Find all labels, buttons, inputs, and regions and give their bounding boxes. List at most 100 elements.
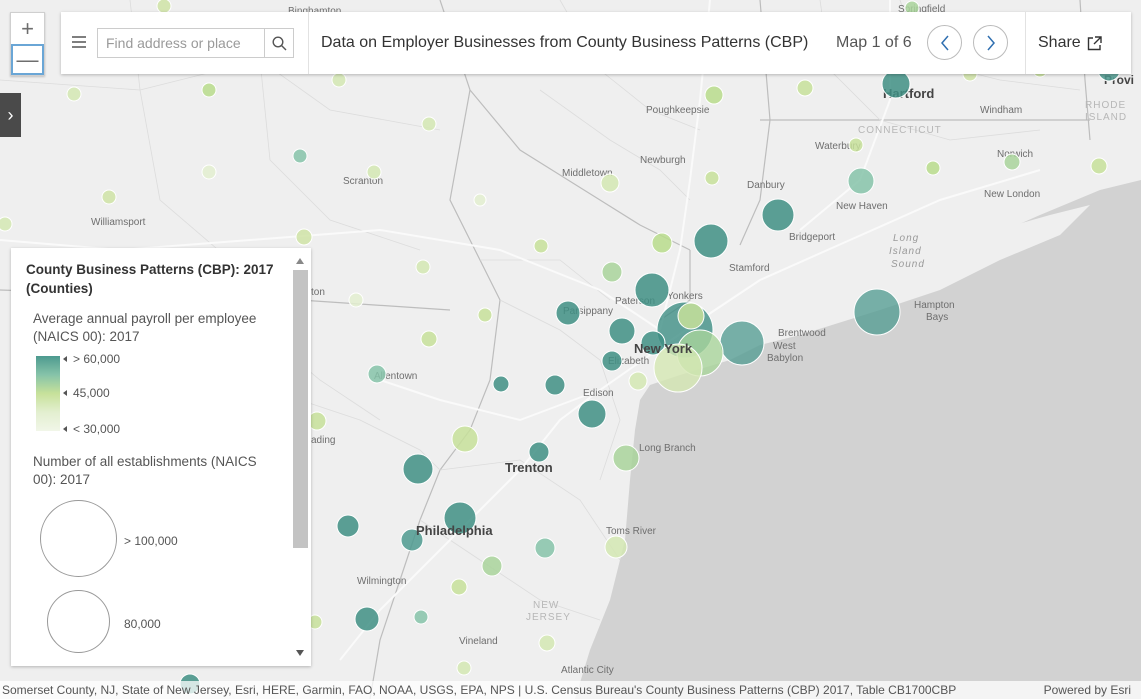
county-symbol bbox=[420, 330, 438, 348]
label-windham: Windham bbox=[980, 105, 1022, 116]
label-bridgeport: Bridgeport bbox=[789, 232, 835, 243]
label-paterson: Paterson bbox=[615, 296, 655, 307]
scroll-down-arrow-icon[interactable] bbox=[296, 650, 304, 656]
zoom-out-button[interactable]: — bbox=[11, 44, 44, 75]
county-symbol bbox=[443, 501, 477, 535]
legend-panel: County Business Patterns (CBP): 2017 (Co… bbox=[11, 248, 311, 666]
county-symbol bbox=[1090, 157, 1108, 175]
county-symbol bbox=[677, 302, 705, 330]
legend-color-field: Average annual payroll per employee (NAI… bbox=[33, 311, 257, 344]
ramp-label-low: < 30,000 bbox=[62, 422, 121, 436]
county-symbol bbox=[415, 259, 431, 275]
county-symbol bbox=[653, 343, 703, 393]
county-symbol bbox=[534, 537, 556, 559]
zoom-in-button[interactable]: + bbox=[21, 15, 34, 41]
label-allentown: Allentown bbox=[374, 371, 417, 382]
county-symbol bbox=[473, 193, 487, 207]
county-symbol bbox=[348, 292, 364, 308]
legend-toggle-button[interactable]: › bbox=[0, 93, 21, 137]
label-rhode: RHODE bbox=[1085, 100, 1126, 111]
ocean-area bbox=[575, 180, 1141, 699]
label-poughkeepsie: Poughkeepsie bbox=[646, 105, 710, 116]
hamburger-icon[interactable] bbox=[61, 33, 97, 53]
county-symbol bbox=[848, 137, 864, 153]
label-new-york: New York bbox=[634, 341, 693, 356]
label-trenton: Trenton bbox=[505, 460, 553, 475]
label-new: NEW bbox=[533, 600, 559, 611]
label-philadelphia: Philadelphia bbox=[416, 523, 493, 538]
label-newburgh: Newburgh bbox=[640, 155, 686, 166]
scroll-thumb[interactable] bbox=[293, 270, 308, 548]
search-button[interactable] bbox=[264, 29, 293, 57]
label-scranton: Scranton bbox=[343, 176, 383, 187]
next-map-button[interactable] bbox=[973, 25, 1008, 60]
county-symbol bbox=[421, 116, 437, 132]
county-symbol bbox=[651, 232, 673, 254]
scroll-up-arrow-icon[interactable] bbox=[296, 258, 304, 264]
label-new-haven: New Haven bbox=[836, 201, 888, 212]
county-symbol bbox=[66, 86, 82, 102]
county-symbol bbox=[601, 261, 623, 283]
county-symbol bbox=[847, 167, 875, 195]
attribution-bar: Somerset County, NJ, State of New Jersey… bbox=[0, 681, 1141, 699]
county-symbol bbox=[1003, 153, 1021, 171]
county-symbol bbox=[640, 330, 666, 356]
label-yonkers: Yonkers bbox=[667, 291, 703, 302]
legend-scrollbar[interactable] bbox=[293, 252, 308, 662]
county-symbol bbox=[331, 72, 347, 88]
label-stamford: Stamford bbox=[729, 263, 770, 274]
label-new-london: New London bbox=[984, 189, 1040, 200]
label-springfield: Springfield bbox=[898, 4, 945, 15]
size-circle-large bbox=[40, 500, 117, 577]
county-symbol bbox=[634, 272, 670, 308]
county-symbol bbox=[492, 375, 510, 393]
label-bays: Bays bbox=[926, 312, 948, 323]
county-symbol bbox=[450, 578, 468, 596]
map-count: Map 1 of 6 bbox=[836, 34, 912, 51]
color-ramp bbox=[36, 356, 60, 431]
county-symbol bbox=[402, 453, 434, 485]
county-symbol bbox=[761, 198, 795, 232]
label-brentwood: Brentwood bbox=[778, 328, 826, 339]
search-box bbox=[97, 28, 294, 58]
header-divider bbox=[308, 12, 309, 74]
size-label-large: > 100,000 bbox=[124, 534, 178, 548]
county-symbol bbox=[366, 164, 382, 180]
county-symbol bbox=[881, 69, 911, 99]
previous-map-button[interactable] bbox=[927, 25, 962, 60]
county-symbol bbox=[292, 148, 308, 164]
county-symbol bbox=[604, 535, 628, 559]
label-williamsport: Williamsport bbox=[91, 217, 146, 228]
label-sound: Sound bbox=[891, 259, 925, 270]
label-babylon: Babylon bbox=[767, 353, 803, 364]
label-elizabeth: Elizabeth bbox=[608, 356, 649, 367]
label-waterbury: Waterbury bbox=[815, 141, 861, 152]
chevron-left-icon bbox=[940, 35, 949, 50]
county-symbol bbox=[628, 371, 648, 391]
county-symbols[interactable] bbox=[0, 0, 1121, 695]
label-danbury: Danbury bbox=[747, 180, 785, 191]
label-edison: Edison bbox=[583, 388, 614, 399]
powered-by-esri[interactable]: Powered by Esri bbox=[1043, 683, 1131, 697]
label-hampton: Hampton bbox=[914, 300, 955, 311]
chevron-right-icon bbox=[986, 35, 995, 50]
county-symbol bbox=[704, 85, 724, 105]
label-vineland: Vineland bbox=[459, 636, 498, 647]
label-toms-river: Toms River bbox=[606, 526, 657, 537]
label-partial-ton: ton bbox=[311, 287, 325, 298]
county-symbol bbox=[0, 216, 13, 232]
search-input[interactable] bbox=[98, 29, 264, 57]
search-icon bbox=[271, 35, 286, 50]
page-title: Data on Employer Businesses from County … bbox=[321, 34, 809, 51]
county-symbol bbox=[796, 79, 814, 97]
county-symbol bbox=[600, 173, 620, 193]
external-link-icon bbox=[1087, 35, 1102, 50]
county-symbol bbox=[101, 189, 117, 205]
county-symbol bbox=[612, 444, 640, 472]
attribution-text[interactable]: Somerset County, NJ, State of New Jersey… bbox=[2, 683, 957, 697]
county-symbol bbox=[413, 609, 429, 625]
label-parsippany: Parsippany bbox=[563, 306, 613, 317]
ramp-label-mid: 45,000 bbox=[63, 386, 110, 400]
share-button[interactable]: Share bbox=[1038, 34, 1102, 52]
